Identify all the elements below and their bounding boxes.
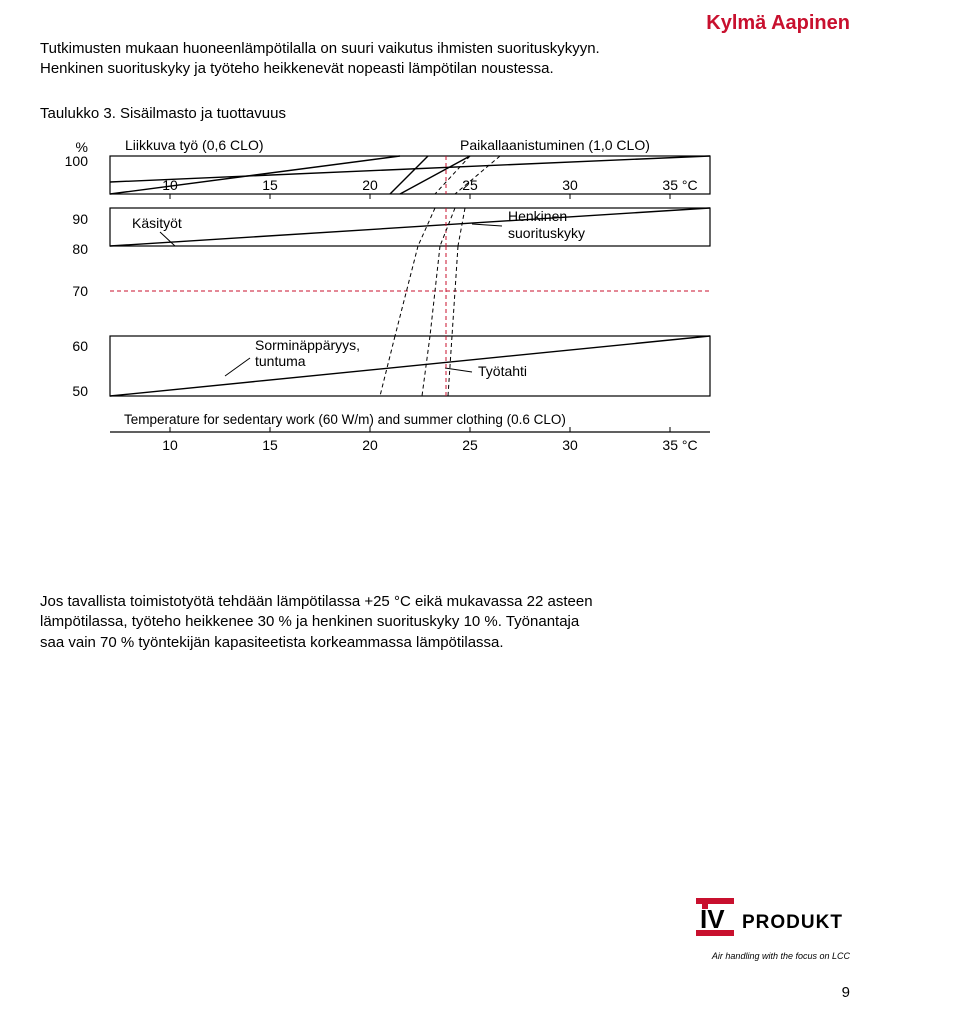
bt1: 15	[262, 437, 278, 453]
logo-svg: IV PRODUKT	[690, 896, 850, 942]
top-tick-4: 30	[562, 177, 578, 193]
bt3: 25	[462, 437, 478, 453]
bt5: 35 °C	[662, 437, 697, 453]
page-number: 9	[842, 983, 850, 1003]
top-tick-2: 20	[362, 177, 378, 193]
bottom-caption: Temperature for sedentary work (60 W/m) …	[124, 412, 566, 427]
top-tick-5: 35 °C	[662, 177, 697, 193]
label-sormin-1: Sorminäppäryys,	[255, 337, 360, 353]
brand-header: Kylmä Aapinen	[706, 10, 850, 37]
bt2: 20	[362, 437, 378, 453]
label-sormin-2: tuntuma	[255, 353, 306, 369]
y-70: 70	[72, 283, 88, 299]
label-henk-2: suorituskyky	[508, 225, 585, 241]
top-right-label: Paikallaanistuminen (1,0 CLO)	[460, 137, 650, 153]
y-90: 90	[72, 211, 88, 227]
logo-sub: Air handling with the focus on LCC	[690, 950, 850, 962]
top-ticks: 10 15 20 25 30 35 °C	[162, 177, 697, 193]
top-tick-3: 25	[462, 177, 478, 193]
chart: % 100 90 80 Liikkuva työ (0,6 CLO) Paika…	[40, 136, 850, 572]
y-80: 80	[72, 241, 88, 257]
label-tyotahti: Työtahti	[478, 363, 527, 379]
y-50: 50	[72, 383, 88, 399]
top-left-label: Liikkuva työ (0,6 CLO)	[125, 137, 264, 153]
para-2: Jos tavallista toimistotyötä tehdään läm…	[40, 592, 600, 653]
bottom-ticks: 10 15 20 25 30 35 °C	[162, 437, 697, 453]
intro-paragraph: Tutkimusten mukaan huoneenlämpötilalla o…	[40, 39, 600, 80]
logo: IV PRODUKT Air handling with the focus o…	[690, 896, 850, 966]
logo-produkt: PRODUKT	[742, 912, 843, 933]
bt4: 30	[562, 437, 578, 453]
y-100: 100	[65, 153, 89, 169]
table-caption: Taulukko 3. Sisäilmasto ja tuottavuus	[40, 104, 850, 124]
top-tick-1: 15	[262, 177, 278, 193]
bt0: 10	[162, 437, 178, 453]
y-60: 60	[72, 338, 88, 354]
label-henk-1: Henkinen	[508, 208, 567, 224]
page: Kylmä Aapinen Tutkimusten mukaan huoneen…	[0, 0, 960, 1015]
label-kasityot: Käsityöt	[132, 215, 182, 231]
chart-svg: % 100 90 80 Liikkuva työ (0,6 CLO) Paika…	[40, 136, 780, 566]
